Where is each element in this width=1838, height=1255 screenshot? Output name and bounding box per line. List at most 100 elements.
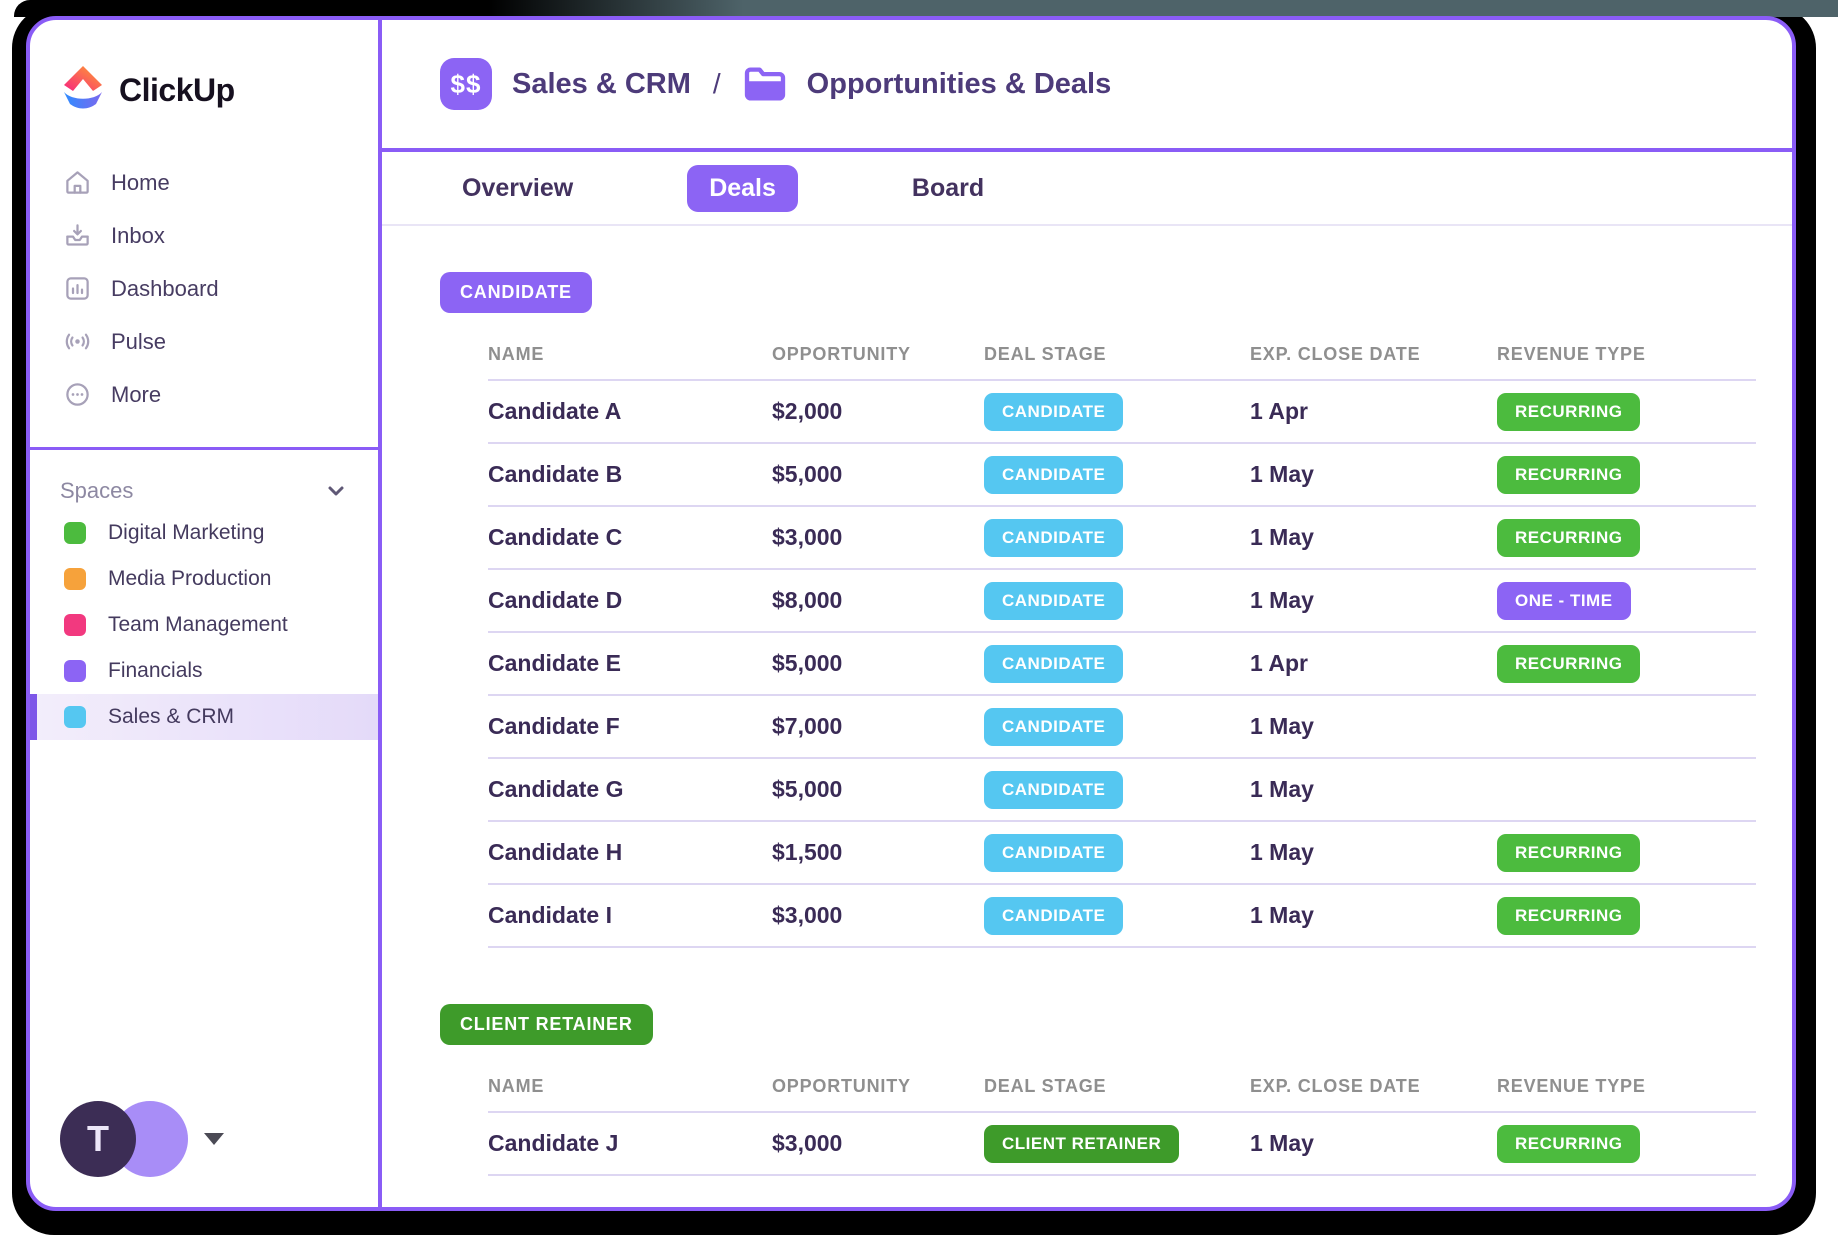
column-header[interactable]: DEAL STAGE (984, 343, 1107, 364)
revenue-type-badge: RECURRING (1497, 896, 1641, 935)
cell-opportunity: $5,000 (772, 776, 843, 802)
space-label: Team Management (108, 613, 288, 636)
group-stage-badge[interactable]: CLIENT RETAINER (440, 1004, 653, 1045)
deal-stage-badge: CANDIDATE (984, 833, 1124, 872)
cell-close-date: 1 May (1250, 461, 1314, 487)
cell-revenue-type: RECURRING (1497, 896, 1756, 935)
clickup-logo-icon (64, 66, 102, 109)
breadcrumb-space-label: Sales & CRM (512, 67, 691, 100)
deals-table: NAME OPPORTUNITY DEAL STAGE EXP. CLOSE DATE… (488, 329, 1756, 948)
revenue-type-badge: RECURRING (1497, 455, 1641, 494)
cell-name: Candidate F (488, 713, 620, 739)
sidebar-item-more[interactable]: More (30, 368, 378, 421)
account-dropdown-caret[interactable] (204, 1133, 224, 1145)
cell-revenue-type: RECURRING (1497, 1124, 1756, 1163)
cell-deal-stage: CANDIDATE (984, 392, 1250, 431)
sidebar-item-media-production[interactable]: Media Production (30, 556, 378, 602)
deal-stage-badge: CANDIDATE (984, 581, 1124, 620)
cell-close-date: 1 May (1250, 839, 1314, 865)
group-stage-badge[interactable]: CANDIDATE (440, 272, 592, 313)
tab-overview[interactable]: Overview (462, 173, 574, 202)
sidebar-item-sales-crm[interactable]: Sales & CRM (30, 694, 378, 740)
breadcrumb-folder[interactable]: Opportunities & Deals (743, 66, 1112, 102)
cell-deal-stage: CANDIDATE (984, 707, 1250, 746)
table-row[interactable]: Candidate F $7,000 CANDIDATE 1 May (488, 696, 1756, 759)
revenue-type-badge: RECURRING (1497, 518, 1641, 557)
sidebar-item-label: Dashboard (111, 275, 219, 301)
breadcrumb-separator: / (712, 68, 721, 99)
table-row[interactable]: Candidate B $5,000 CANDIDATE 1 May RECUR… (488, 444, 1756, 507)
column-header[interactable]: EXP. CLOSE DATE (1250, 343, 1421, 364)
table-row[interactable]: Candidate G $5,000 CANDIDATE 1 May (488, 759, 1756, 822)
table-row[interactable]: Candidate J $3,000 CLIENT RETAINER 1 May… (488, 1113, 1756, 1176)
cell-close-date: 1 May (1250, 524, 1314, 550)
inbox-icon (66, 224, 89, 246)
cell-name: Candidate B (488, 461, 623, 487)
money-icon: $$ (440, 58, 492, 110)
cell-deal-stage: CANDIDATE (984, 896, 1250, 935)
sidebar-item-pulse[interactable]: Pulse (30, 315, 378, 368)
space-color-swatch (64, 568, 86, 590)
cell-deal-stage: CANDIDATE (984, 518, 1250, 557)
space-color-swatch (64, 522, 86, 544)
deal-group: CANDIDATE NAME OPPORTUNITY DEAL STAGE EXP. … (440, 272, 1756, 948)
table-row[interactable]: Candidate A $2,000 CANDIDATE 1 Apr RECUR… (488, 381, 1756, 444)
cell-close-date: 1 Apr (1250, 398, 1308, 424)
sidebar-item-label: More (111, 381, 162, 407)
sidebar-item-inbox[interactable]: Inbox (30, 209, 378, 262)
column-header[interactable]: DEAL STAGE (984, 1075, 1107, 1096)
cell-name: Candidate G (488, 776, 624, 802)
user-account-row: T (60, 1101, 224, 1177)
deal-stage-badge: CLIENT RETAINER (984, 1124, 1180, 1163)
table-row[interactable]: Candidate H $1,500 CANDIDATE 1 May RECUR… (488, 822, 1756, 885)
sidebar-item-digital-marketing[interactable]: Digital Marketing (30, 510, 378, 556)
deal-group: CLIENT RETAINER NAME OPPORTUNITY DEAL STAG… (440, 1004, 1756, 1176)
sidebar-item-team-management[interactable]: Team Management (30, 602, 378, 648)
space-color-swatch (64, 614, 86, 636)
revenue-type-badge: ONE - TIME (1497, 581, 1631, 620)
revenue-type-badge: RECURRING (1497, 1124, 1641, 1163)
cell-revenue-type: RECURRING (1497, 833, 1756, 872)
column-header[interactable]: NAME (488, 1075, 545, 1096)
tab-deals[interactable]: Deals (687, 164, 798, 212)
breadcrumb-space[interactable]: $$ Sales & CRM (440, 58, 691, 110)
column-header[interactable]: NAME (488, 343, 545, 364)
cell-name: Candidate C (488, 524, 623, 550)
deal-stage-badge: CANDIDATE (984, 770, 1124, 809)
column-header[interactable]: REVENUE TYPE (1497, 343, 1646, 364)
deals-table: NAME OPPORTUNITY DEAL STAGE EXP. CLOSE DATE… (488, 1061, 1756, 1176)
column-header[interactable]: OPPORTUNITY (772, 343, 911, 364)
cell-opportunity: $5,000 (772, 461, 843, 487)
table-row[interactable]: Candidate I $3,000 CANDIDATE 1 May RECUR… (488, 885, 1756, 948)
cell-revenue-type: RECURRING (1497, 518, 1756, 557)
column-header[interactable]: EXP. CLOSE DATE (1250, 1075, 1421, 1096)
sidebar-item-home[interactable]: Home (30, 156, 378, 209)
sidebar-item-financials[interactable]: Financials (30, 648, 378, 694)
column-header[interactable]: REVENUE TYPE (1497, 1075, 1646, 1096)
clickup-logo[interactable]: ClickUp (60, 64, 378, 116)
cell-opportunity: $8,000 (772, 587, 843, 613)
page-header: $$ Sales & CRM / Opportunities & Deals (382, 20, 1792, 152)
table-row[interactable]: Candidate E $5,000 CANDIDATE 1 Apr RECUR… (488, 633, 1756, 696)
cell-revenue-type: RECURRING (1497, 392, 1756, 431)
sidebar-divider (30, 447, 378, 450)
column-header[interactable]: OPPORTUNITY (772, 1075, 911, 1096)
table-rows: Candidate A $2,000 CANDIDATE 1 Apr RECUR… (488, 381, 1756, 948)
avatar[interactable]: T (60, 1101, 188, 1177)
page-title: Opportunities & Deals (806, 67, 1112, 100)
table-row[interactable]: Candidate C $3,000 CANDIDATE 1 May RECUR… (488, 507, 1756, 570)
chevron-down-icon[interactable] (324, 479, 348, 503)
table-row[interactable]: Candidate D $8,000 CANDIDATE 1 May ONE -… (488, 570, 1756, 633)
cell-close-date: 1 May (1250, 713, 1314, 739)
table-header-row: NAME OPPORTUNITY DEAL STAGE EXP. CLOSE DATE… (488, 329, 1756, 381)
cell-revenue-type: ONE - TIME (1497, 581, 1756, 620)
table-rows: Candidate J $3,000 CLIENT RETAINER 1 May… (488, 1113, 1756, 1176)
cell-opportunity: $3,000 (772, 902, 843, 928)
cell-name: Candidate I (488, 902, 612, 928)
cell-deal-stage: CANDIDATE (984, 644, 1250, 683)
cell-opportunity: $2,000 (772, 398, 843, 424)
cell-revenue-type: RECURRING (1497, 644, 1756, 683)
cell-opportunity: $7,000 (772, 713, 843, 739)
tab-board[interactable]: Board (911, 173, 985, 202)
sidebar-item-dashboard[interactable]: Dashboard (30, 262, 378, 315)
